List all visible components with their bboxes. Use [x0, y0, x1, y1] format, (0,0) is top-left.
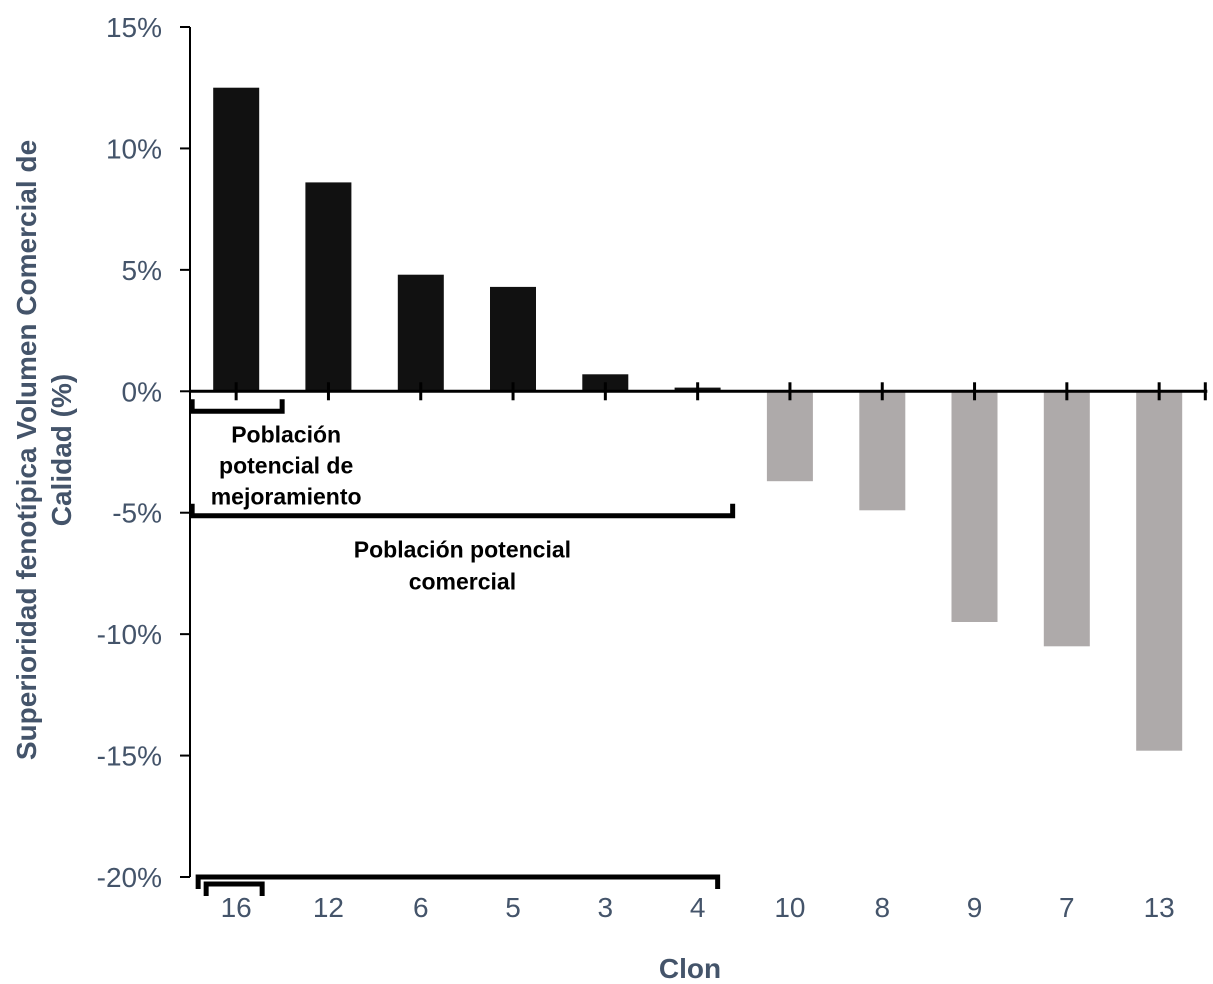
y-axis-title-line2: Calidad (%): [46, 374, 77, 526]
y-axis-title: Superioridad fenotípica Volumen Comercia…: [11, 140, 77, 760]
x-tick-label: 6: [413, 892, 429, 923]
x-axis-title: Clon: [659, 953, 721, 984]
bar-9: [951, 391, 998, 622]
annotations: Población potencial de mejoramiento Poblaci…: [189, 399, 736, 896]
bar-8: [859, 391, 906, 511]
bar-6: [397, 274, 444, 392]
x-tick-label: 5: [505, 892, 521, 923]
bracket-mejoramiento-bottom: [203, 881, 265, 896]
x-tick-label: 13: [1144, 892, 1175, 923]
annotation-comercial: Población potencial: [354, 537, 571, 563]
x-tick-label: 12: [313, 892, 344, 923]
axes: [189, 27, 1208, 877]
x-tick-label: 16: [221, 892, 252, 923]
y-tick-label: -5%: [112, 498, 162, 529]
bracket-comercial-bottom: [195, 874, 721, 889]
annotation-mejoramiento: potencial de: [219, 452, 353, 478]
x-axis-ticks: 16 12 6 5 3 4 10 8 9 7 13: [221, 892, 1175, 923]
bracket-comercial: [189, 503, 736, 519]
annotation-comercial: comercial: [409, 569, 516, 595]
x-tick-label: 9: [967, 892, 983, 923]
x-tick-label: 4: [690, 892, 706, 923]
y-tick-label: 15%: [106, 12, 162, 43]
annotation-mejoramiento: mejoramiento: [211, 483, 362, 509]
bar-10: [766, 391, 813, 482]
bar-7: [1043, 391, 1090, 647]
x-tick-label: 8: [874, 892, 890, 923]
y-tick-label: -20%: [97, 862, 162, 893]
y-axis-ticks: 15% 10% 5% 0% -5% -10% -15% -20%: [97, 12, 190, 893]
x-tick-label: 3: [598, 892, 614, 923]
x-tick-label: 7: [1059, 892, 1075, 923]
y-tick-label: 0%: [122, 376, 162, 407]
y-tick-label: -10%: [97, 619, 162, 650]
y-axis-title-line1: Superioridad fenotípica Volumen Comercia…: [11, 140, 42, 760]
y-tick-label: 10%: [106, 133, 162, 164]
y-tick-label: -15%: [97, 741, 162, 772]
bracket-mejoramiento: [189, 399, 285, 414]
bar-12: [305, 182, 352, 392]
bar-16: [213, 87, 260, 392]
bar-13: [1136, 391, 1183, 751]
bar-5: [490, 286, 536, 392]
y-tick-label: 5%: [122, 255, 162, 286]
bars: [213, 87, 1183, 751]
annotation-mejoramiento: Población: [231, 421, 341, 447]
x-tick-label: 10: [774, 892, 805, 923]
